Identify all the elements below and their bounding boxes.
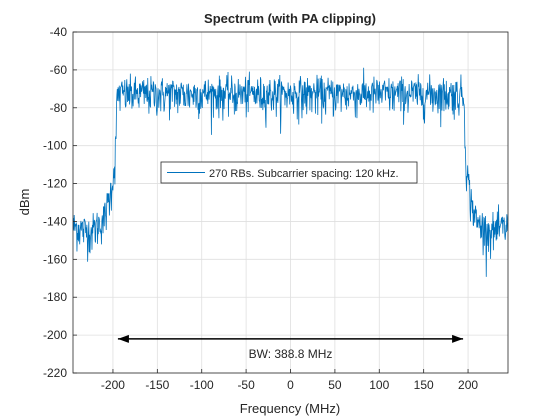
x-tick-label: 50 xyxy=(328,378,342,392)
axis-ticks: -40 -60 -80 -100 -120 -140 -160 -180 -200 -220 -20… xyxy=(43,25,478,392)
x-axis-label: Frequency (MHz) xyxy=(240,401,340,416)
bandwidth-arrowhead-left xyxy=(117,334,129,343)
annotations: BW: 388.8 MHz xyxy=(117,334,464,361)
y-tick-label: -200 xyxy=(43,328,67,342)
y-tick-label: -160 xyxy=(43,252,67,266)
series-layer xyxy=(73,67,508,277)
x-tick-label: -200 xyxy=(101,378,125,392)
series-line xyxy=(73,67,508,277)
x-tick-label: -150 xyxy=(145,378,169,392)
legend-entry: 270 RBs. Subcarrier spacing: 120 kHz. xyxy=(209,168,399,180)
bandwidth-arrowhead-right xyxy=(452,334,464,343)
y-tick-label: -120 xyxy=(43,177,67,191)
x-tick-label: 100 xyxy=(369,378,389,392)
y-tick-label: -60 xyxy=(50,63,68,77)
y-tick-label: -180 xyxy=(43,290,67,304)
x-tick-label: 200 xyxy=(458,378,478,392)
legend: 270 RBs. Subcarrier spacing: 120 kHz. xyxy=(160,161,418,184)
y-tick-label: -140 xyxy=(43,214,67,228)
y-axis-label: dBm xyxy=(17,189,32,216)
bandwidth-label: BW: 388.8 MHz xyxy=(249,347,333,361)
legend-box xyxy=(160,161,418,184)
chart-title: Spectrum (with PA clipping) xyxy=(204,11,376,26)
y-tick-label: -80 xyxy=(50,101,68,115)
y-tick-label: -100 xyxy=(43,139,67,153)
y-tick-label: -40 xyxy=(50,25,68,39)
x-tick-label: 150 xyxy=(414,378,434,392)
x-tick-label: 0 xyxy=(287,378,294,392)
x-tick-label: -100 xyxy=(190,378,214,392)
x-tick-label: -50 xyxy=(237,378,255,392)
y-tick-label: -220 xyxy=(43,366,67,380)
